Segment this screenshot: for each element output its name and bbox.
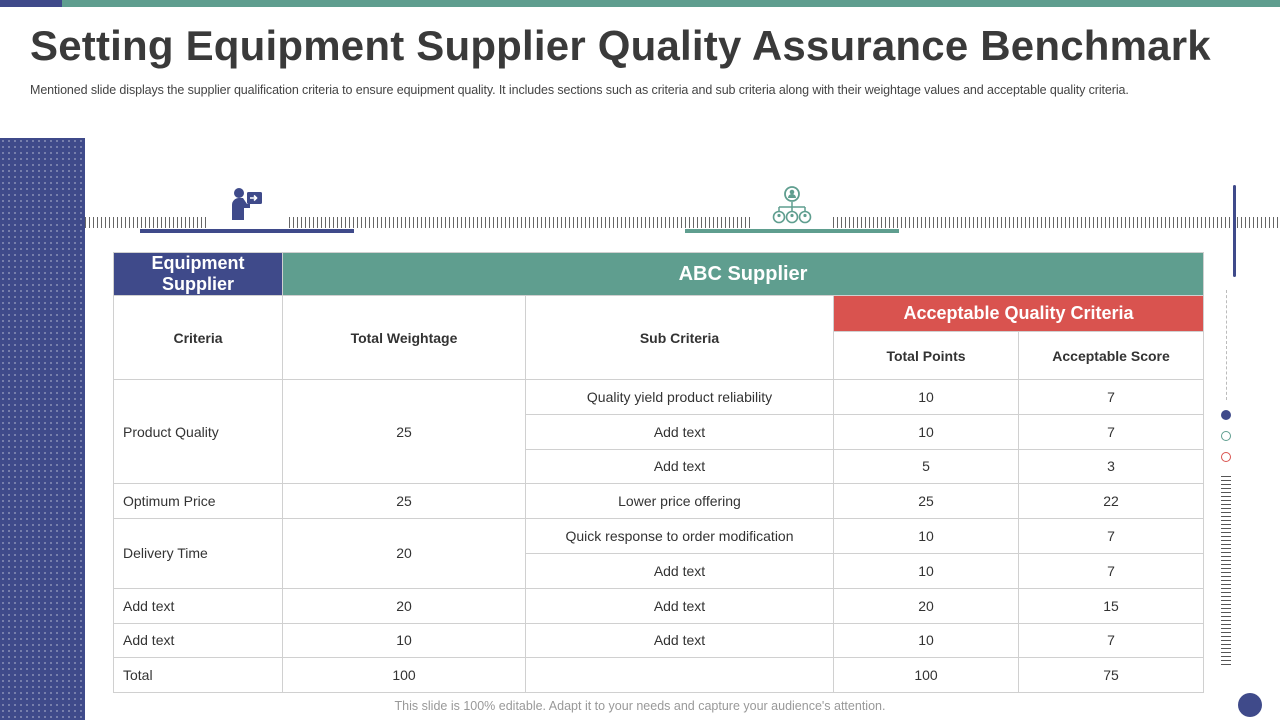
table-row: Add text 20 Add text 20 15: [113, 587, 1205, 624]
decorative-corner-circle: [1238, 693, 1262, 717]
table-row: Optimum Price 25 Lower price offering 25…: [113, 483, 1205, 520]
acceptable-score-cell: 15: [1017, 587, 1205, 624]
presenter-icon: [232, 188, 262, 220]
acceptable-score-cell: 7: [1017, 622, 1205, 659]
acceptable-score-cell: 7: [1017, 379, 1205, 415]
decorative-dashed-line: [1226, 290, 1227, 400]
col-criteria: Criteria: [113, 295, 283, 380]
team-hierarchy-icon: [772, 186, 812, 224]
weightage-cell: 25: [282, 378, 526, 485]
table-row: Add text 10 7: [114, 552, 1205, 589]
total-points-cell: 10: [833, 413, 1019, 450]
total-row: Total 100 100 75: [113, 657, 1205, 694]
weightage-cell: 25: [282, 483, 526, 520]
criteria-cell: Add text: [113, 622, 283, 659]
table-row: Add text 5 3: [114, 448, 1205, 485]
decorative-ruler: [85, 217, 1280, 228]
footer-note: This slide is 100% editable. Adapt it to…: [394, 699, 886, 713]
equipment-supplier-tab: [208, 172, 286, 228]
sub-criteria-cell: Quick response to order modification: [525, 518, 834, 554]
criteria-cell: Add text: [113, 587, 283, 624]
benchmark-table: Equipment Supplier ABC Supplier Criteria…: [113, 252, 1205, 694]
sub-criteria-cell: Lower price offering: [525, 483, 834, 520]
col-total-points: Total Points: [833, 331, 1019, 380]
acceptable-score-cell: 22: [1017, 483, 1205, 520]
ruler-marker: [1233, 185, 1236, 277]
abc-tab-underline: [685, 229, 899, 233]
table-row: Delivery Time 20 Quick response to order…: [113, 518, 1205, 589]
total-points-cell: 100: [833, 657, 1019, 694]
nav-dot-2: [1221, 431, 1231, 441]
total-points-cell: 10: [833, 518, 1019, 554]
decorative-vertical-ruler: [1221, 476, 1231, 666]
equipment-tab-underline: [140, 229, 354, 233]
total-points-cell: 5: [833, 448, 1019, 485]
criteria-cell: Product Quality: [113, 378, 283, 485]
criteria-cell: Optimum Price: [113, 483, 283, 520]
acceptable-score-cell: 7: [1017, 552, 1205, 589]
top-accent-bar-dark: [0, 0, 62, 7]
total-points-cell: 10: [833, 552, 1019, 589]
acceptable-quality-criteria-header: Acceptable Quality Criteria: [832, 295, 1205, 332]
total-points-cell: 10: [833, 379, 1019, 415]
total-sub-criteria-cell: [525, 657, 834, 694]
weightage-cell: 20: [282, 518, 526, 589]
abc-supplier-header: ABC Supplier: [281, 252, 1205, 296]
sub-criteria-cell: Add text: [525, 413, 834, 450]
total-label-cell: Total: [113, 657, 283, 694]
criteria-cell: Delivery Time: [113, 518, 283, 589]
col-sub-criteria: Sub Criteria: [525, 295, 834, 380]
total-points-cell: 20: [833, 587, 1019, 624]
col-total-weightage: Total Weightage: [282, 295, 526, 380]
slide-subtitle: Mentioned slide displays the supplier qu…: [30, 83, 1129, 97]
total-weightage-cell: 100: [282, 657, 526, 694]
acceptable-score-cell: 7: [1017, 518, 1205, 554]
decorative-side-panel: [0, 138, 85, 720]
nav-dot-1: [1221, 410, 1231, 420]
table-row: Product Quality 25 Quality yield product…: [113, 378, 1205, 485]
acceptable-score-cell: 7: [1017, 413, 1205, 450]
sub-criteria-cell: Add text: [525, 622, 834, 659]
sub-criteria-cell: Add text: [525, 448, 834, 485]
sub-criteria-cell: Add text: [525, 587, 834, 624]
equipment-supplier-header: Equipment Supplier: [113, 252, 283, 296]
nav-dot-3: [1221, 452, 1231, 462]
total-points-cell: 10: [833, 622, 1019, 659]
slide-title: Setting Equipment Supplier Quality Assur…: [30, 22, 1211, 69]
top-accent-bar: [0, 0, 1280, 7]
table-row: Add text 10 Add text 10 7: [113, 622, 1205, 659]
abc-supplier-tab: [753, 172, 831, 228]
table-row: Add text 10 7: [114, 413, 1205, 450]
weightage-cell: 20: [282, 587, 526, 624]
sub-criteria-cell: Add text: [525, 552, 834, 589]
acceptable-score-cell: 3: [1017, 448, 1205, 485]
total-points-cell: 25: [833, 483, 1019, 520]
sub-criteria-cell: Quality yield product reliability: [525, 379, 834, 415]
total-score-cell: 75: [1017, 657, 1205, 694]
col-acceptable-score: Acceptable Score: [1017, 331, 1205, 380]
weightage-cell: 10: [282, 622, 526, 659]
